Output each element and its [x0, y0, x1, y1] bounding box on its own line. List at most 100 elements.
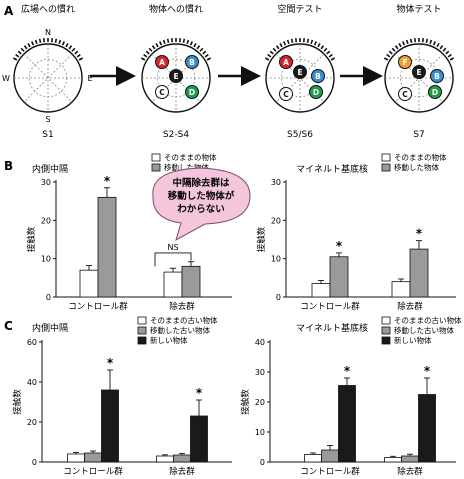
arena-tick	[447, 53, 452, 58]
arena-tick	[405, 39, 409, 45]
significance-star: *	[416, 227, 423, 241]
arena-tick	[155, 42, 159, 48]
legend-label: そのままの古い物体	[394, 315, 462, 325]
y-tick-label: 30	[271, 178, 281, 187]
callout-line-3: わからない	[177, 204, 225, 215]
object-A: A	[279, 55, 293, 69]
arena-tick	[432, 41, 437, 46]
ns-bracket: NS	[154, 243, 192, 267]
object-D: D	[428, 85, 442, 99]
arena-tick	[74, 50, 79, 55]
bar	[418, 394, 436, 463]
y-tick-label: 20	[271, 216, 281, 225]
legend-swatch	[151, 163, 161, 172]
arena-tick	[199, 47, 204, 52]
arena-tick	[162, 39, 166, 45]
legend-swatch	[381, 326, 391, 335]
y-tick-label: 60	[27, 338, 37, 347]
arena-tick	[182, 38, 186, 43]
bar	[181, 265, 201, 298]
bar	[84, 452, 102, 463]
bar	[156, 455, 174, 463]
legend-swatch	[381, 163, 391, 172]
y-tick-label: 20	[255, 398, 265, 407]
object-marker	[279, 87, 293, 101]
arena-tick	[264, 57, 270, 61]
arena-tick	[269, 50, 274, 55]
arena-tick	[409, 38, 413, 43]
arena-tick	[34, 39, 38, 45]
category-label: コントロール群	[63, 466, 123, 477]
object-marker	[311, 69, 325, 83]
category-label: コントロール群	[300, 466, 360, 477]
arena-tick	[196, 45, 201, 50]
arena-tick	[286, 39, 290, 45]
legend-label: 新しい物体	[150, 335, 188, 345]
significance-star: *	[344, 364, 351, 378]
arena-tick	[76, 53, 81, 58]
arena-tick	[166, 38, 170, 43]
arena-tick	[429, 39, 433, 45]
y-axis-label: 接触数	[12, 389, 23, 415]
arena-tick	[275, 45, 280, 50]
object-letter: B	[434, 72, 440, 81]
arena-tick	[193, 42, 197, 48]
object-E: E	[412, 65, 426, 79]
arena-tick	[442, 47, 447, 52]
stage-title: 物体への慣れ	[149, 3, 203, 15]
bar	[311, 283, 331, 298]
object-marker	[155, 85, 169, 99]
bar	[97, 196, 117, 298]
object-letter: D	[432, 88, 438, 97]
bar	[321, 449, 339, 463]
object-letter: B	[189, 58, 195, 67]
session-label: S7	[413, 130, 424, 140]
bar	[79, 269, 99, 298]
arena-tick	[158, 41, 163, 46]
arena-tick	[310, 39, 314, 45]
object-E: E	[169, 69, 183, 83]
y-axis-label: 接触数	[240, 389, 251, 415]
arena-tick	[290, 38, 294, 43]
object-marker	[398, 87, 412, 101]
callout-bubble: 中隔除去群は 移動した物体が わからない	[152, 167, 251, 242]
object-C: C	[398, 87, 412, 101]
arena-tick	[326, 50, 331, 55]
arena-tick	[145, 50, 150, 55]
bar	[329, 256, 349, 298]
arena-tick	[65, 42, 69, 48]
legend-label: 移動した物体	[164, 162, 209, 172]
arena-tick	[391, 47, 396, 52]
arena-tick	[306, 38, 310, 43]
y-tick-label: 30	[41, 178, 51, 187]
ns-bracket-line	[154, 252, 192, 267]
arena-tick	[386, 53, 391, 58]
chart-title: 内側中隔	[32, 163, 68, 175]
arena-tick	[267, 53, 272, 58]
object-B: B	[311, 69, 325, 83]
bar	[409, 248, 429, 298]
arena-tick	[383, 57, 389, 61]
arena-tick	[71, 47, 76, 52]
y-tick-label: 40	[27, 378, 37, 387]
object-letter: D	[313, 88, 319, 97]
compass-s: S	[45, 115, 50, 124]
arena-tick	[317, 42, 321, 48]
object-letter: E	[297, 68, 302, 77]
chart-title: マイネルト基底核	[296, 322, 368, 334]
panel-b-label: B	[4, 159, 13, 173]
y-tick-label: 0	[260, 458, 265, 467]
object-marker	[309, 85, 323, 99]
compass-e: E	[87, 74, 92, 83]
significance-star: *	[336, 239, 343, 253]
legend-swatch	[381, 316, 391, 325]
arena-tick	[151, 45, 156, 50]
object-letter: D	[189, 88, 195, 97]
compass-n: N	[45, 28, 51, 37]
legend-swatch	[137, 326, 147, 335]
ns-label: NS	[167, 243, 178, 252]
object-marker	[398, 55, 412, 69]
